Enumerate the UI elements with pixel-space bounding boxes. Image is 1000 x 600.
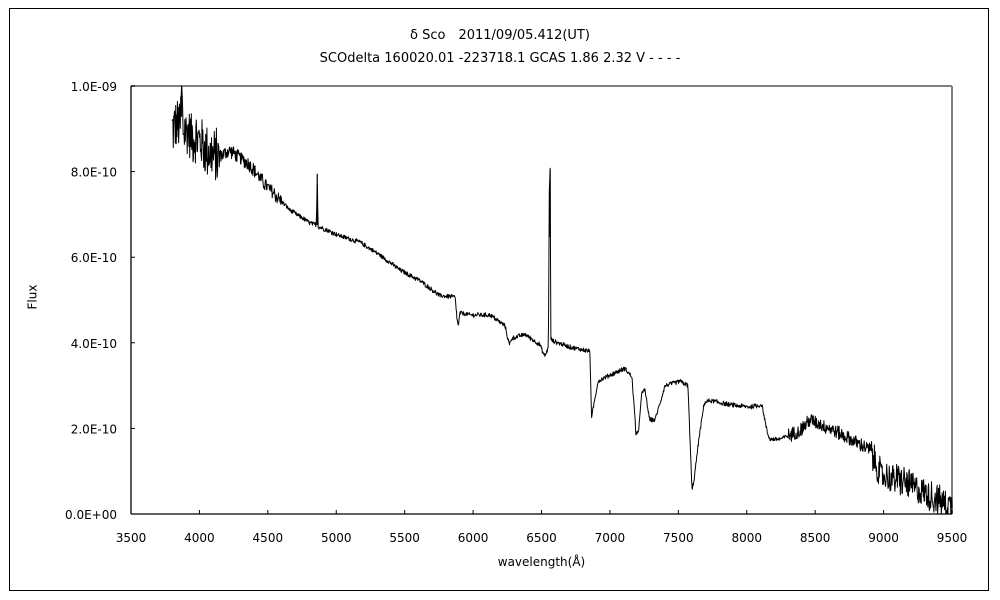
spectrum-line (171, 85, 953, 515)
chart-subtitle: SCOdelta 160020.01 -223718.1 GCAS 1.86 2… (319, 51, 681, 66)
y-tick-label: 4.0E-10 (71, 337, 117, 351)
x-tick-label: 3500 (116, 531, 147, 545)
x-tick-label: 8000 (731, 531, 762, 545)
x-tick-label: 8500 (800, 531, 831, 545)
y-tick-label: 8.0E-10 (71, 166, 117, 180)
y-tick-label: 0.0E+00 (65, 508, 117, 522)
chart-frame (9, 8, 989, 591)
y-tick-label: 1.0E-09 (71, 80, 117, 94)
x-tick-label: 9000 (868, 531, 899, 545)
x-tick-label: 6500 (526, 531, 557, 545)
x-tick-label: 5500 (389, 531, 420, 545)
x-tick-label: 4000 (184, 531, 215, 545)
chart-title: δ Sco 2011/09/05.412(UT) (410, 28, 590, 43)
x-tick-label: 4500 (253, 531, 284, 545)
x-tick-label: 7500 (663, 531, 694, 545)
x-tick-label: 5000 (321, 531, 352, 545)
x-tick-label: 6000 (458, 531, 489, 545)
y-tick-label: 6.0E-10 (71, 251, 117, 265)
x-tick-label: 9500 (937, 531, 968, 545)
x-axis-label: wavelength(Å) (497, 555, 586, 569)
y-tick-label: 2.0E-10 (71, 422, 117, 436)
x-tick-label: 7000 (595, 531, 626, 545)
